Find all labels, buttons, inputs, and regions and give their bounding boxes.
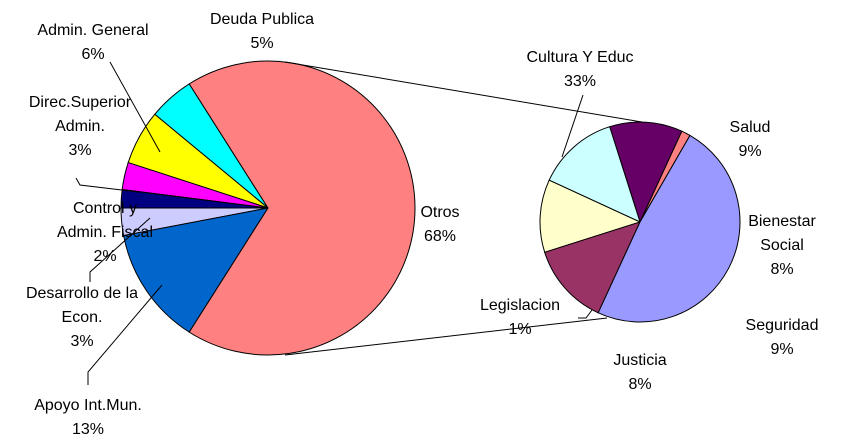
slice-label: Deuda Publica 5% (192, 8, 332, 56)
category-name: Apoyo Int.Mun. (34, 397, 142, 414)
value-label: 68% (423, 228, 457, 245)
leader-line (109, 61, 161, 153)
slice-label: Salud 9% (720, 116, 780, 164)
slice-label: Control y Admin. Fiscal 2% (53, 197, 158, 269)
category-name: Justicia (613, 352, 667, 369)
value-label: 9% (738, 143, 762, 160)
pie-slice (609, 121, 683, 224)
value-label: 9% (770, 341, 794, 358)
pie-slice (188, 60, 416, 356)
value-label: 3% (70, 333, 94, 350)
leader-line (75, 177, 139, 193)
value-label: 1% (508, 321, 532, 338)
value-label: 33% (563, 73, 597, 90)
pie-slice (597, 134, 741, 323)
category-name: Cultura Y Educ (526, 49, 634, 66)
category-name: Control y Admin. Fiscal (56, 200, 154, 241)
slice-label: Apoyo Int.Mun. 13% (8, 394, 168, 442)
category-name: Deuda Publica (209, 11, 315, 28)
pie-slice (539, 179, 642, 253)
leader-line (578, 309, 593, 319)
pie-slice (548, 126, 641, 223)
slice-label: Otros 68% (400, 201, 480, 249)
category-name: Admin. General (37, 22, 149, 39)
leader-line (561, 94, 584, 158)
value-label: 8% (628, 376, 652, 393)
slice-label: Justicia 8% (600, 349, 680, 397)
value-label: 2% (93, 248, 117, 265)
slice-label: Seguridad 9% (737, 314, 827, 362)
slice-label: Direc.Superior Admin. 3% (23, 91, 138, 163)
category-name: Otros (420, 204, 460, 221)
pie-slice (123, 207, 270, 333)
value-label: 6% (81, 46, 105, 63)
pie-slice (544, 221, 641, 314)
category-name: Salud (729, 119, 771, 136)
category-name: Desarrollo de la Econ. (25, 285, 139, 326)
value-label: 3% (68, 142, 92, 159)
slice-label: Legislacion 1% (470, 294, 570, 342)
category-name: Legislacion (479, 297, 561, 314)
value-label: 8% (770, 261, 794, 278)
pie-connector (284, 61, 643, 123)
category-name: Direc.Superior Admin. (28, 94, 132, 135)
slice-label: Desarrollo de la Econ. 3% (20, 282, 145, 354)
slice-label: Cultura Y Educ 33% (505, 46, 655, 94)
slice-label: Bienestar Social 8% (737, 210, 827, 282)
connectors (284, 61, 643, 356)
leader-lines (75, 61, 593, 385)
value-label: 5% (250, 35, 274, 52)
slice-label: Admin. General 6% (23, 19, 163, 67)
leader-line (87, 284, 163, 385)
pie-connector (284, 317, 608, 356)
category-name: Bienestar Social (748, 213, 816, 254)
leader-line (89, 217, 151, 282)
category-name: Seguridad (745, 317, 819, 334)
value-label: 13% (71, 421, 105, 438)
